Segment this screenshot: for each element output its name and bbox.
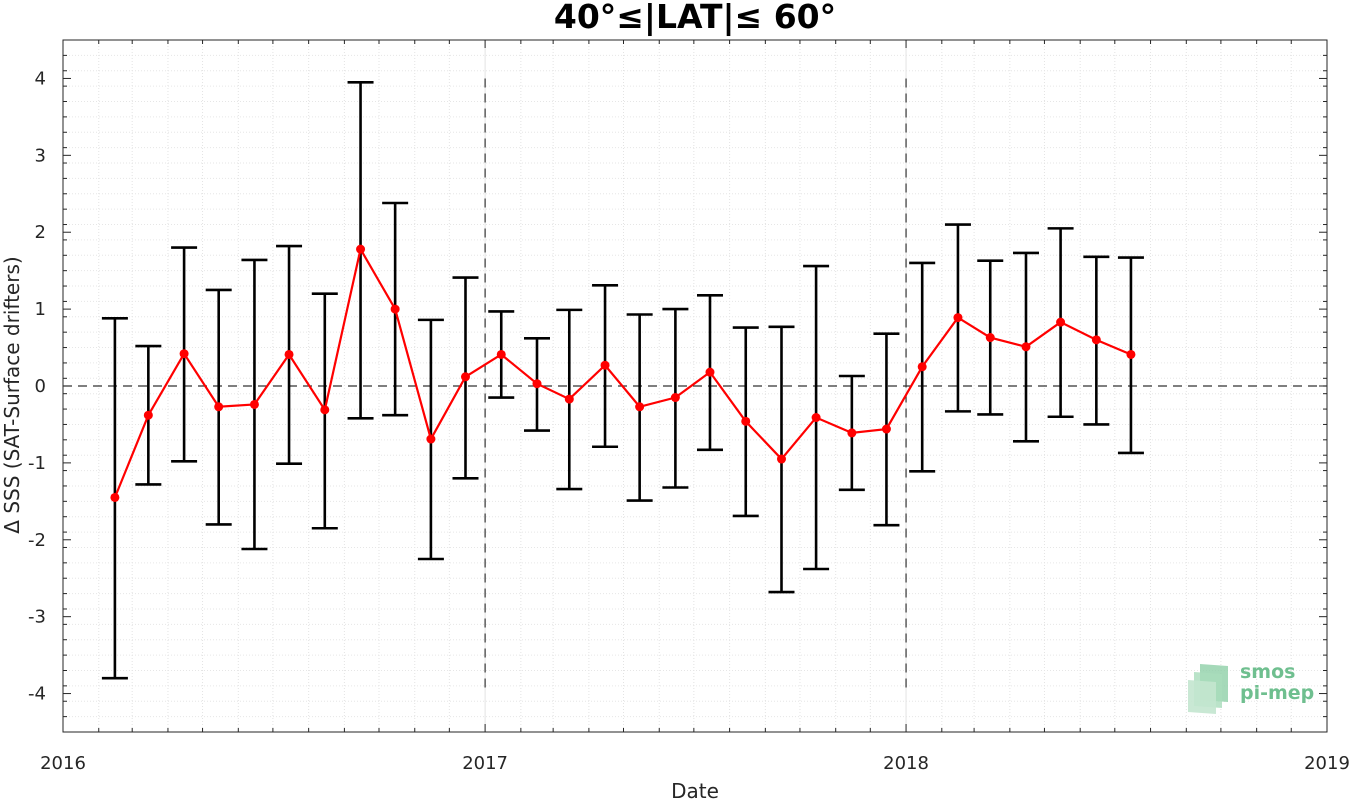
data-point xyxy=(741,416,751,426)
data-point xyxy=(1056,317,1066,327)
y-tick-label: 4 xyxy=(35,68,46,89)
data-point xyxy=(776,454,786,464)
y-tick-label: 0 xyxy=(35,376,46,397)
data-point xyxy=(214,402,224,412)
data-point xyxy=(110,492,120,502)
data-point xyxy=(284,349,294,359)
x-tick-label: 2018 xyxy=(883,753,929,774)
logo-text-line2: pi-mep xyxy=(1240,682,1315,704)
data-point xyxy=(600,360,610,370)
logo-icon xyxy=(1188,664,1228,714)
data-point xyxy=(635,402,645,412)
series-line xyxy=(113,246,1132,498)
y-tick-label: 3 xyxy=(35,145,46,166)
data-point xyxy=(356,244,366,254)
data-point xyxy=(953,313,963,323)
data-point xyxy=(426,434,436,444)
data-point xyxy=(811,413,821,423)
data-point xyxy=(881,424,891,434)
chart-title: 40°≤|LAT|≤ 60° xyxy=(553,0,837,36)
y-tick-label: 1 xyxy=(35,299,46,320)
data-point xyxy=(1021,342,1031,352)
data-point xyxy=(1126,349,1136,359)
data-point xyxy=(249,399,259,409)
x-axis-label: Date xyxy=(671,779,719,803)
data-point xyxy=(847,428,857,438)
x-tick-label: 2019 xyxy=(1304,753,1350,774)
y-tick-label: -2 xyxy=(28,530,46,551)
data-point xyxy=(496,349,506,359)
smos-pimep-logo: smos pi-mep xyxy=(1188,662,1328,714)
x-tick-label: 2017 xyxy=(462,753,508,774)
y-tick-label: -3 xyxy=(28,607,46,628)
y-tick-label: -1 xyxy=(28,453,46,474)
y-axis-label: Δ SSS (SAT-Surface drifters) xyxy=(0,256,24,534)
data-point xyxy=(143,410,153,420)
y-tick-label: -4 xyxy=(28,684,46,705)
x-tick-label: 2016 xyxy=(40,753,86,774)
data-point xyxy=(670,393,680,403)
y-tick-label: 2 xyxy=(35,222,46,243)
data-point xyxy=(985,333,995,343)
data-point xyxy=(564,394,574,404)
data-point xyxy=(179,349,189,359)
data-point xyxy=(320,405,330,415)
data-point xyxy=(460,372,470,382)
data-point xyxy=(705,367,715,377)
data-point xyxy=(390,304,400,314)
data-point xyxy=(532,379,542,389)
data-point xyxy=(917,362,927,372)
logo-text-line1: smos xyxy=(1240,661,1296,683)
data-point xyxy=(1091,335,1101,345)
